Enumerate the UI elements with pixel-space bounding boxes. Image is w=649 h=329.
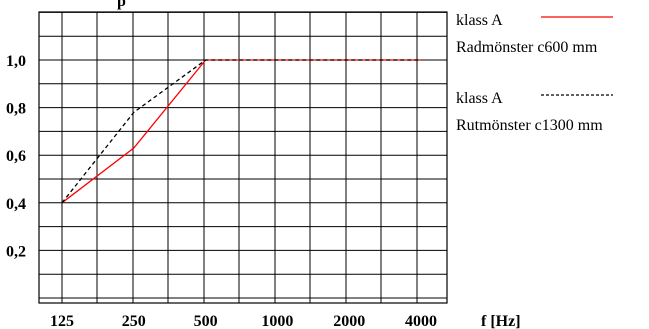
x-tick-labels: 125 250 500 1000 2000 4000 [50, 313, 437, 329]
y-tick-label: 1,0 [6, 53, 26, 70]
series-layer [61, 59, 421, 204]
x-axis-label: f [Hz] [481, 313, 521, 329]
y-tick-label: 0,8 [6, 101, 26, 118]
series-line [61, 59, 421, 204]
y-tick-labels: 0,2 0,4 0,6 0,8 1,0 [6, 53, 26, 260]
x-tick-label: 125 [50, 313, 74, 329]
grid [38, 11, 448, 303]
x-tick-label: 500 [194, 313, 218, 329]
y-tick-label: 0,4 [6, 196, 26, 213]
legend-label: klass A [456, 12, 503, 29]
plot-border [38, 11, 448, 304]
y-tick-label: 0,2 [6, 243, 26, 260]
plot-frame [38, 11, 448, 304]
x-tick-label: 2000 [333, 313, 365, 329]
x-tick-label: 1000 [261, 313, 293, 329]
legend: klass A Radmönster c600 mm klass A Rutmönst… [456, 12, 613, 134]
x-tick-label: 250 [122, 313, 146, 329]
legend-label: Rutmönster c1300 mm [456, 117, 603, 134]
x-tick-label: 4000 [405, 313, 437, 329]
legend-label: Radmönster c600 mm [456, 39, 598, 56]
y-tick-label: 0,6 [6, 148, 26, 165]
chart-title-fragment: p [117, 0, 126, 10]
legend-label: klass A [456, 90, 503, 107]
